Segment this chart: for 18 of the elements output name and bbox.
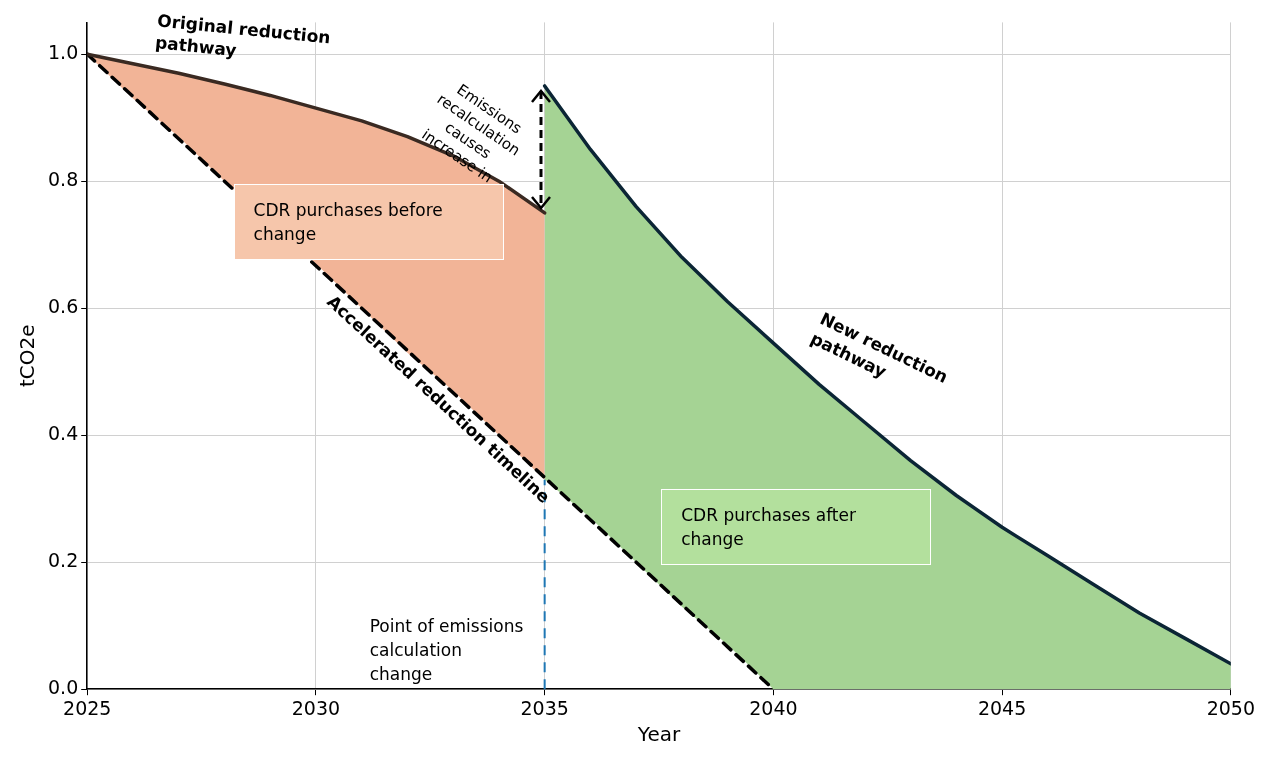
text: Original reduction pathway (154, 10, 332, 61)
x-axis-title: Year (636, 722, 681, 747)
x-tick-label: 2040 (749, 696, 798, 719)
y-tick-label: 0.0 (48, 676, 79, 699)
x-tick-label: 2025 (63, 696, 112, 719)
ref-line-label: Point of emissions calculation change (369, 616, 524, 685)
x-tick-label: 2050 (1206, 696, 1255, 719)
annotation: CDR purchases after change (681, 504, 857, 552)
y-tick-label: 0.8 (48, 168, 79, 191)
x-tick-label: 2035 (520, 696, 569, 719)
y-axis-title: tCO2e (15, 324, 40, 388)
x-tick-label: 2045 (977, 696, 1027, 719)
annotation: CDR purchases before change (253, 199, 444, 247)
y-tick-label: 1.0 (48, 41, 79, 64)
y-tick-label: 0.4 (48, 422, 79, 445)
y-tick-label: 0.6 (48, 295, 79, 318)
y-tick-label: 0.2 (48, 549, 79, 572)
x-tick-label: 2030 (291, 696, 341, 719)
